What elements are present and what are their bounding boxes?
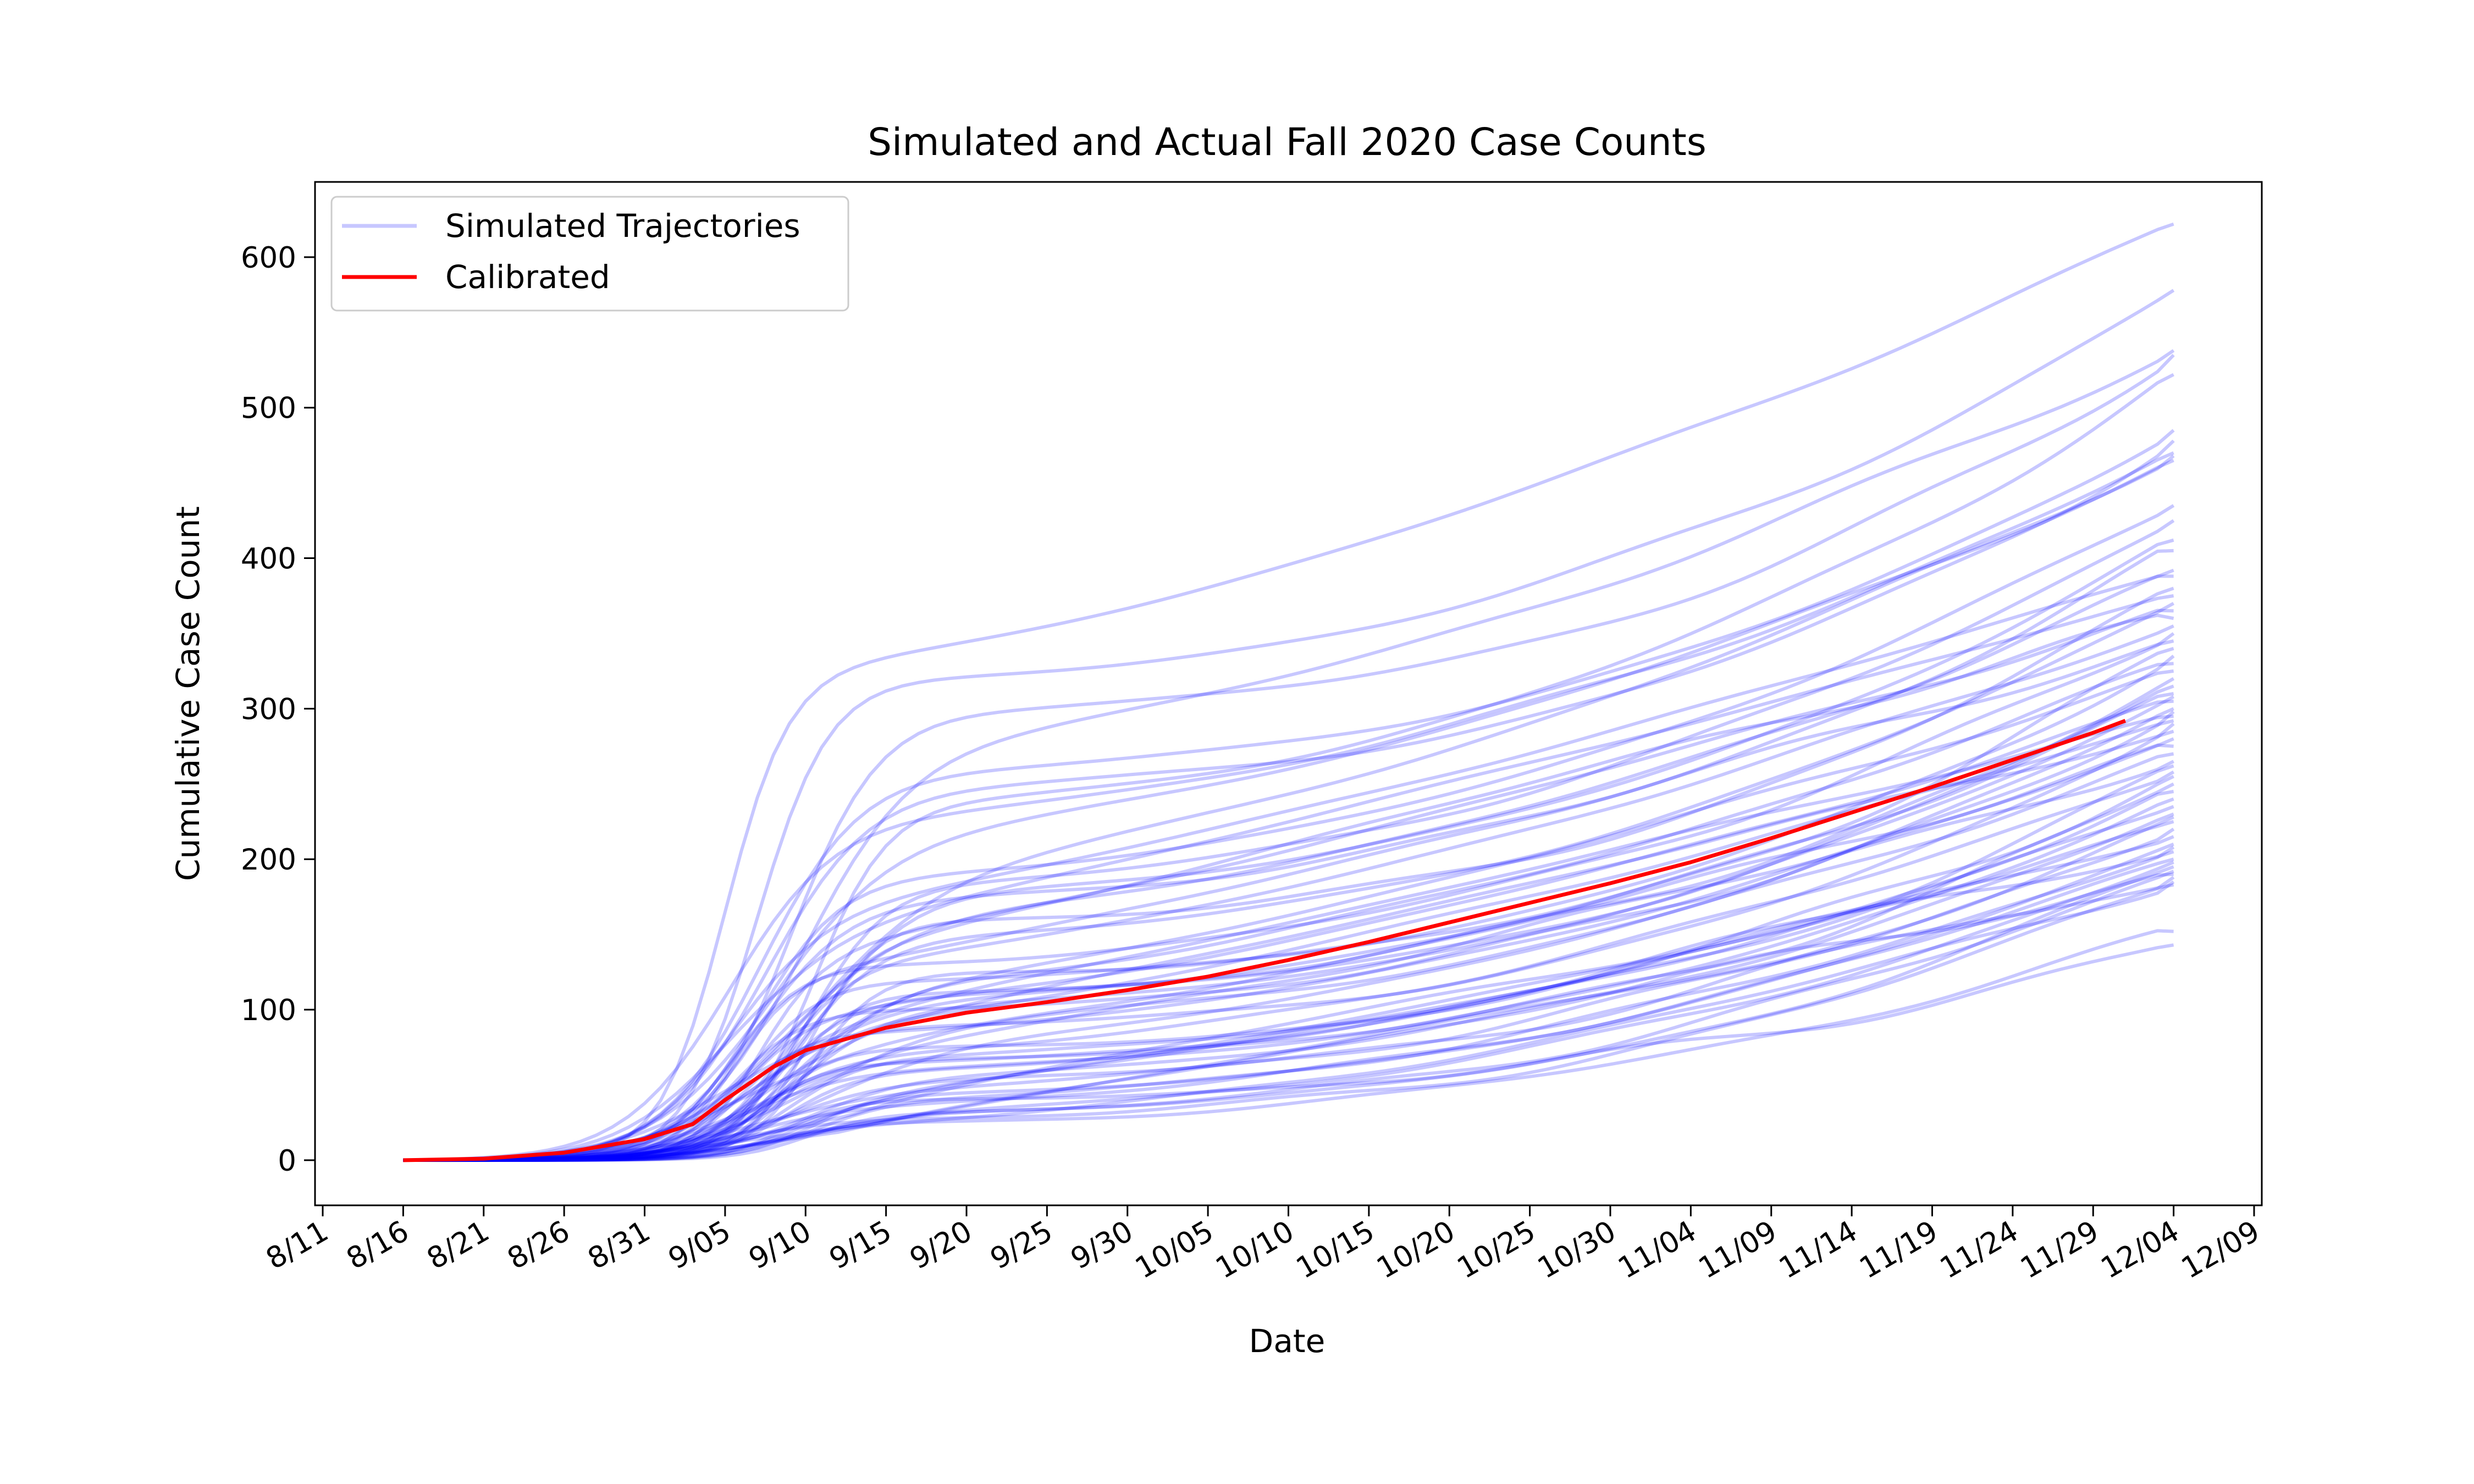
simulated-trajectory: [403, 549, 2174, 1162]
simulated-trajectory: [403, 695, 2175, 1162]
simulated-trajectory: [403, 632, 2175, 1162]
simulated-trajectory: [403, 797, 2174, 1162]
legend-label-simulated: Simulated Trajectories: [445, 207, 800, 245]
y-tick-label: 500: [241, 392, 296, 425]
series-layer: [403, 222, 2175, 1162]
y-axis: 0 100 200 300 400 500 600: [241, 241, 315, 1178]
simulated-trajectory: [403, 699, 2174, 1162]
simulated-trajectory: [403, 764, 2174, 1162]
simulated-trajectory: [403, 451, 2174, 1162]
simulated-trajectory: [403, 624, 2174, 1162]
simulated-trajectory: [403, 860, 2174, 1162]
simulated-trajectory: [403, 883, 2174, 1162]
y-tick-label: 600: [241, 241, 296, 275]
legend: Simulated Trajectories Calibrated: [330, 196, 849, 312]
simulated-trajectory: [403, 815, 2174, 1162]
simulated-trajectory: [403, 857, 2174, 1162]
simulated-trajectory: [403, 353, 2175, 1162]
y-tick-label: 300: [241, 693, 296, 726]
simulated-trajectory: [403, 870, 2174, 1162]
simulated-trajectory: [403, 929, 2174, 1162]
simulated-trajectory: [403, 594, 2174, 1162]
simulated-trajectory: [403, 538, 2174, 1162]
simulated-trajectory: [403, 805, 2174, 1162]
simulated-trajectory: [403, 639, 2174, 1162]
simulated-trajectory: [403, 812, 2174, 1162]
simulated-trajectory: [403, 865, 2174, 1162]
simulated-trajectory: [403, 827, 2175, 1162]
simulated-trajectory: [403, 677, 2175, 1162]
simulated-trajectory: [403, 568, 2174, 1162]
simulated-trajectory: [403, 455, 2175, 1162]
simulated-trajectory: [403, 710, 2175, 1162]
simulated-trajectory: [403, 722, 2175, 1162]
simulated-trajectory: [403, 872, 2174, 1162]
simulated-trajectory: [403, 943, 2174, 1162]
simulated-trajectory: [403, 458, 2174, 1162]
simulated-trajectory: [403, 373, 2174, 1162]
simulated-trajectory: [403, 782, 2174, 1162]
y-tick-label: 400: [241, 542, 296, 576]
y-tick-label: 0: [278, 1144, 296, 1178]
chart-title: Simulated and Actual Fall 2020 Case Coun…: [868, 120, 1707, 164]
simulated-trajectory: [403, 835, 2174, 1162]
simulated-trajectory: [403, 752, 2174, 1162]
simulated-trajectory: [403, 602, 2175, 1162]
simulated-trajectory: [403, 770, 2175, 1162]
simulated-trajectory: [403, 737, 2174, 1162]
y-tick-label: 200: [241, 843, 296, 877]
y-tick-label: 100: [241, 994, 296, 1027]
simulated-trajectory: [403, 669, 2174, 1162]
simulated-trajectory: [403, 880, 2175, 1162]
simulated-trajectory: [403, 586, 2174, 1162]
simulated-trajectory: [403, 289, 2175, 1162]
simulated-trajectory: [403, 574, 2174, 1162]
simulated-trajectory: [403, 876, 2175, 1162]
calibrated-line: [403, 719, 2127, 1162]
simulated-trajectory: [403, 843, 2174, 1162]
simulated-trajectory: [403, 429, 2175, 1162]
simulated-trajectory: [403, 790, 2174, 1162]
simulated-trajectory: [403, 819, 2174, 1162]
simulated-trajectory: [403, 662, 2174, 1162]
simulated-trajectory: [403, 613, 2174, 1162]
simulated-trajectory: [403, 519, 2175, 1162]
simulated-trajectory: [403, 774, 2174, 1162]
simulated-trajectory: [403, 504, 2175, 1162]
simulated-trajectory: [403, 729, 2174, 1162]
x-axis-label: Date: [1249, 1322, 1326, 1360]
simulated-trajectory: [403, 655, 2175, 1162]
y-axis-label: Cumulative Case Count: [169, 506, 207, 881]
simulated-trajectory: [403, 439, 2175, 1162]
simulated-trajectory: [403, 845, 2175, 1162]
simulated-trajectory: [403, 222, 2174, 1162]
simulated-trajectory: [403, 608, 2174, 1162]
legend-box: [330, 196, 849, 312]
simulated-trajectory: [403, 760, 2174, 1162]
simulated-trajectory: [403, 715, 2174, 1162]
legend-label-calibrated: Calibrated: [445, 258, 610, 296]
simulated-trajectory: [403, 850, 2174, 1162]
simulated-trajectory: [403, 647, 2174, 1162]
simulated-trajectory: [403, 684, 2174, 1162]
simulated-trajectory: [403, 349, 2175, 1162]
